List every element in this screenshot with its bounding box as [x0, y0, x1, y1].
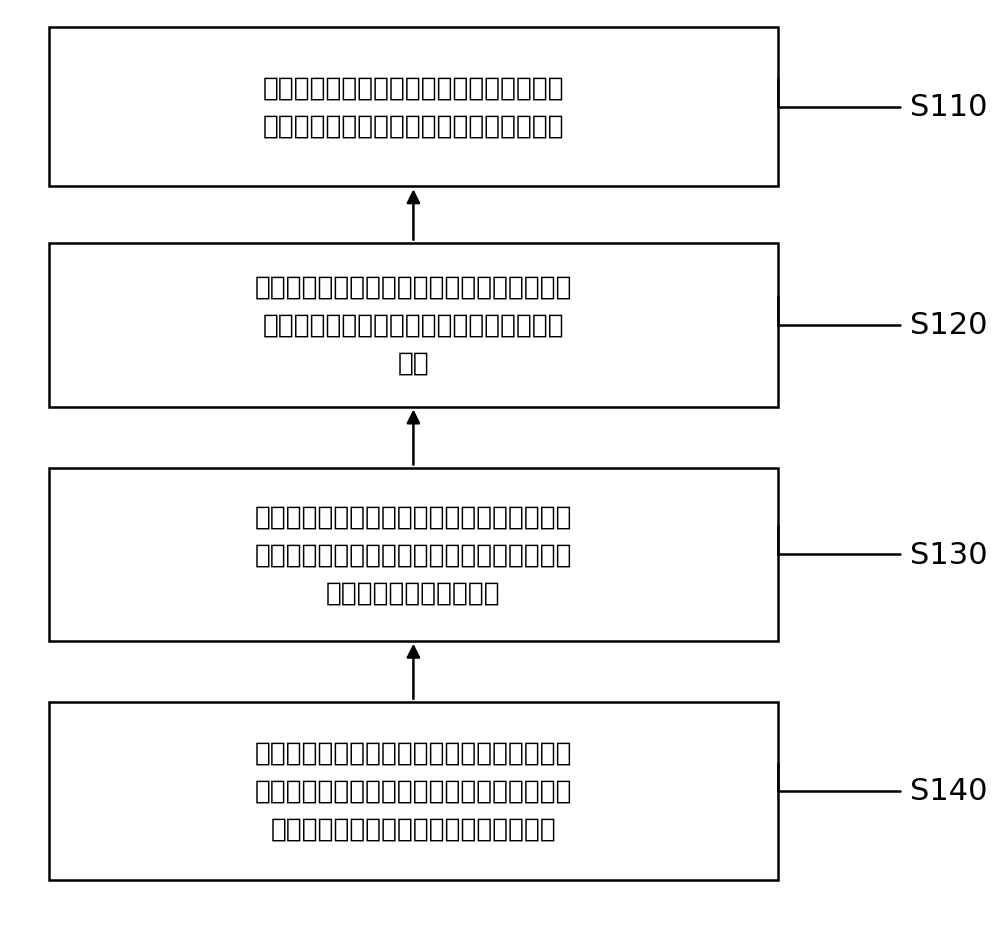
Bar: [49, 28, 778, 187]
Bar: [49, 468, 778, 641]
Bar: [49, 243, 778, 407]
Text: 获取拍卖车辆数据库，拍卖车辆数据库中包
括：多个第一拍卖车辆对应的历史成交信息: 获取拍卖车辆数据库，拍卖车辆数据库中包 括：多个第一拍卖车辆对应的历史成交信息: [263, 76, 564, 139]
Text: S130: S130: [910, 540, 987, 569]
Text: S120: S120: [910, 311, 987, 340]
Text: S110: S110: [910, 94, 987, 122]
Text: 基于每个第一拍卖车辆对应的历史成交信息，
确定每个第一拍卖车辆对应的拍卖成交预估
概率: 基于每个第一拍卖车辆对应的历史成交信息， 确定每个第一拍卖车辆对应的拍卖成交预估…: [255, 274, 572, 376]
Bar: [49, 702, 778, 880]
Text: S140: S140: [910, 777, 987, 805]
Text: 对目标车辆组中包括的每个第二拍卖车辆和候
选车辆组中包括的每个第三拍卖车辆进行打包
组合，得到二手车辆拍卖的打包处理结果: 对目标车辆组中包括的每个第二拍卖车辆和候 选车辆组中包括的每个第三拍卖车辆进行打…: [255, 740, 572, 841]
Text: 基于每个第一拍卖车辆对应的拍卖成交预估概
率，对多个第一拍卖车辆进行概率分组，得到
目标车辆组和候选车辆组: 基于每个第一拍卖车辆对应的拍卖成交预估概 率，对多个第一拍卖车辆进行概率分组，得…: [255, 504, 572, 606]
